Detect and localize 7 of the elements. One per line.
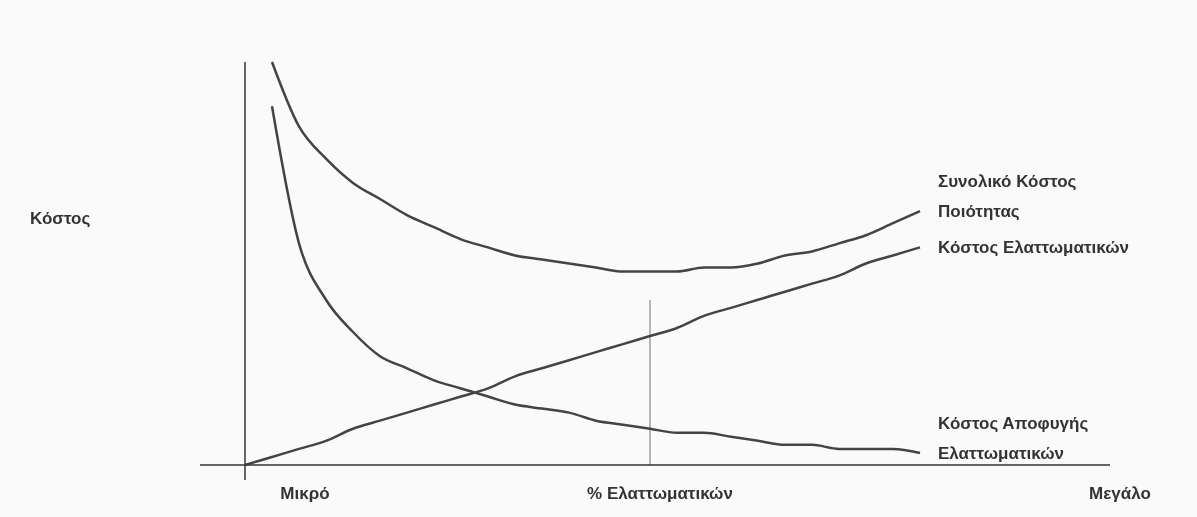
x-axis-title: % Ελαττωματικών — [587, 484, 733, 503]
text: Κόστος — [30, 209, 91, 228]
series-label: Κόστος Ελαττωματικών — [938, 238, 1129, 258]
text: Μεγάλο — [1089, 484, 1151, 503]
series-label: Συνολικό Κόστος Ποιότητας — [938, 172, 1077, 222]
text: Μικρό — [280, 484, 330, 503]
series-label: Κόστος Αποφυγής Ελαττωματικών — [938, 413, 1089, 463]
